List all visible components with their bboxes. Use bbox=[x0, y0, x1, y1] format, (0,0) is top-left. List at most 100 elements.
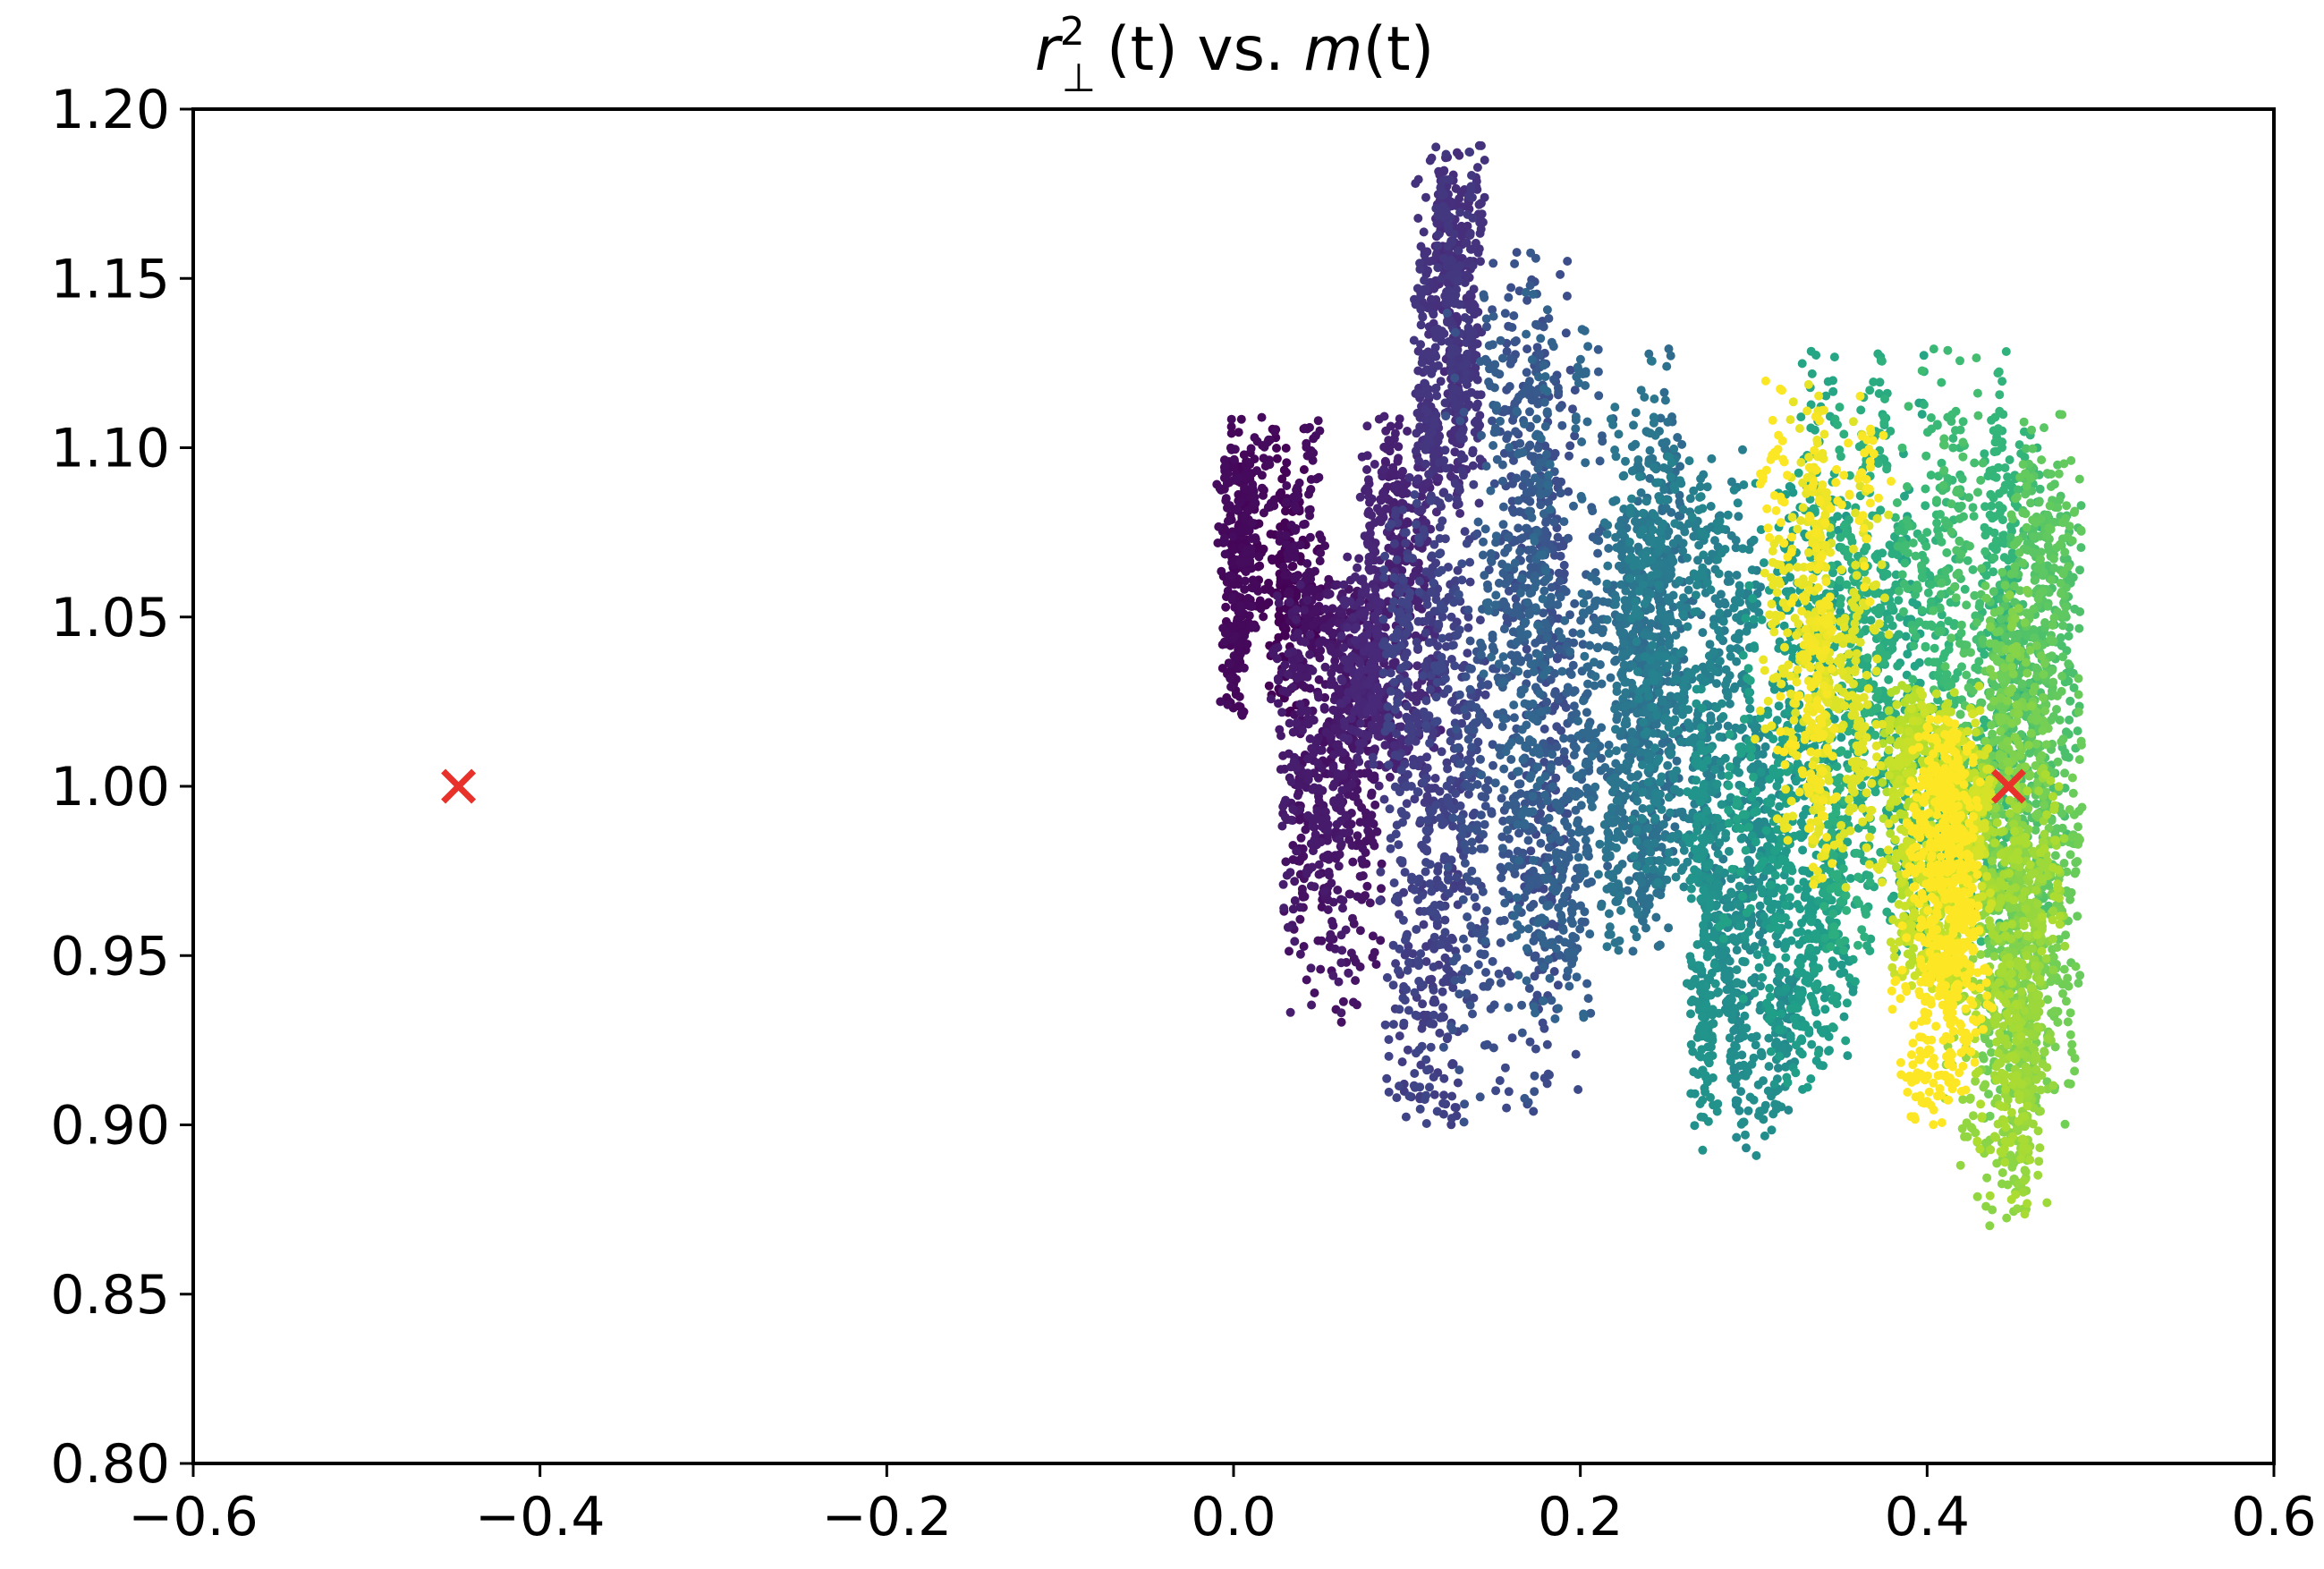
scatter-point bbox=[1300, 606, 1310, 615]
scatter-point bbox=[1531, 473, 1539, 483]
scatter-point bbox=[1552, 742, 1562, 751]
scatter-point bbox=[1480, 293, 1489, 302]
scatter-point bbox=[1440, 674, 1450, 683]
scatter-point bbox=[1227, 557, 1237, 567]
title-m: m bbox=[1303, 14, 1362, 85]
scatter-point bbox=[1419, 227, 1429, 237]
scatter-point bbox=[1581, 759, 1590, 769]
scatter-point bbox=[1280, 686, 1290, 696]
scatter-point bbox=[1326, 680, 1336, 690]
scatter-point bbox=[1475, 615, 1485, 625]
scatter-point bbox=[1383, 702, 1393, 711]
scatter-point bbox=[1465, 577, 1475, 587]
scatter-point bbox=[1468, 1009, 1477, 1019]
scatter-point bbox=[1396, 766, 1406, 776]
scatter-point bbox=[1418, 671, 1428, 681]
scatter-point bbox=[1500, 404, 1510, 414]
scatter-point bbox=[1398, 505, 1407, 515]
scatter-point bbox=[1403, 1045, 1412, 1055]
scatter-point bbox=[1434, 473, 1444, 483]
scatter-point bbox=[1563, 821, 1573, 831]
scatter-point bbox=[1487, 557, 1497, 566]
scatter-point bbox=[1529, 667, 1539, 676]
scatter-point bbox=[1289, 757, 1299, 767]
scatter-point bbox=[1583, 679, 1592, 689]
scatter-point bbox=[1438, 612, 1447, 622]
scatter-point bbox=[1323, 826, 1333, 835]
scatter-point bbox=[1472, 375, 1482, 385]
scatter-point bbox=[1347, 841, 1357, 850]
scatter-point bbox=[1582, 848, 1591, 858]
scatter-point bbox=[1401, 539, 1411, 548]
scatter-point bbox=[1371, 960, 1381, 970]
scatter-point bbox=[1333, 886, 1343, 895]
scatter-point bbox=[1353, 892, 1362, 902]
scatter-point bbox=[1367, 810, 1377, 820]
scatter-point bbox=[1554, 1004, 1563, 1013]
scatter-point bbox=[1463, 349, 1472, 359]
scatter-point bbox=[1520, 474, 1530, 483]
scatter-point bbox=[1523, 710, 1533, 719]
scatter-point bbox=[1301, 825, 1310, 835]
scatter-point bbox=[1504, 293, 1514, 302]
scatter-point bbox=[1402, 985, 1412, 995]
scatter-point bbox=[1509, 507, 1519, 517]
scatter-point bbox=[1429, 415, 1439, 425]
scatter-point bbox=[1472, 529, 1482, 539]
scatter-point bbox=[1491, 1086, 1501, 1096]
scatter-point bbox=[1285, 1007, 1295, 1017]
title-r: r bbox=[1035, 14, 1064, 85]
scatter-point bbox=[1522, 329, 1531, 339]
scatter-point bbox=[1486, 486, 1496, 496]
scatter-point bbox=[1474, 711, 1484, 721]
scatter-point bbox=[1398, 915, 1408, 925]
scatter-point bbox=[1568, 404, 1577, 414]
scatter-point bbox=[1454, 276, 1463, 286]
scatter-point bbox=[1257, 412, 1267, 422]
scatter-point bbox=[1567, 919, 1577, 929]
scatter-point bbox=[1266, 530, 1276, 539]
scatter-point bbox=[1288, 561, 1298, 571]
scatter-point bbox=[1453, 743, 1463, 753]
scatter-point bbox=[1462, 360, 1472, 369]
scatter-point bbox=[1660, 395, 1670, 405]
scatter-point bbox=[1252, 466, 1261, 476]
scatter-point bbox=[1362, 451, 1372, 461]
scatter-point bbox=[1500, 898, 1510, 908]
scatter-point bbox=[1476, 140, 1486, 150]
scatter-point bbox=[1422, 792, 1432, 801]
scatter-point bbox=[1590, 657, 1599, 667]
scatter-point bbox=[1422, 752, 1431, 762]
scatter-point bbox=[1280, 660, 1290, 670]
scatter-point bbox=[1291, 615, 1301, 624]
scatter-point bbox=[1270, 427, 1280, 437]
scatter-point bbox=[1410, 988, 1420, 997]
scatter-point bbox=[1432, 1107, 1442, 1116]
scatter-point bbox=[1457, 454, 1467, 463]
scatter-point bbox=[1473, 517, 1483, 527]
scatter-point bbox=[1587, 877, 1596, 886]
scatter-point bbox=[1477, 792, 1487, 801]
scatter-point bbox=[1337, 785, 1347, 795]
scatter-point bbox=[1514, 392, 1523, 402]
scatter-point bbox=[1439, 818, 1449, 827]
scatter-point bbox=[1444, 875, 1453, 885]
scatter-point bbox=[1571, 424, 1581, 434]
scatter-point bbox=[1460, 313, 1470, 322]
scatter-point bbox=[1389, 572, 1399, 582]
scatter-point bbox=[1280, 631, 1290, 640]
scatter-point bbox=[1536, 434, 1546, 444]
scatter-point bbox=[1522, 523, 1531, 533]
scatter-point bbox=[1651, 912, 1661, 922]
scatter-point bbox=[1299, 942, 1309, 951]
scatter-point bbox=[1328, 705, 1338, 715]
scatter-point bbox=[1579, 696, 1588, 706]
scatter-point bbox=[1524, 808, 1534, 818]
scatter-point bbox=[1542, 666, 1552, 675]
scatter-point bbox=[1414, 1045, 1424, 1055]
scatter-point bbox=[1370, 584, 1380, 594]
scatter-point bbox=[1413, 895, 1423, 904]
scatter-point bbox=[1472, 416, 1481, 426]
scatter-point bbox=[1516, 689, 1526, 699]
scatter-point bbox=[1351, 793, 1361, 802]
